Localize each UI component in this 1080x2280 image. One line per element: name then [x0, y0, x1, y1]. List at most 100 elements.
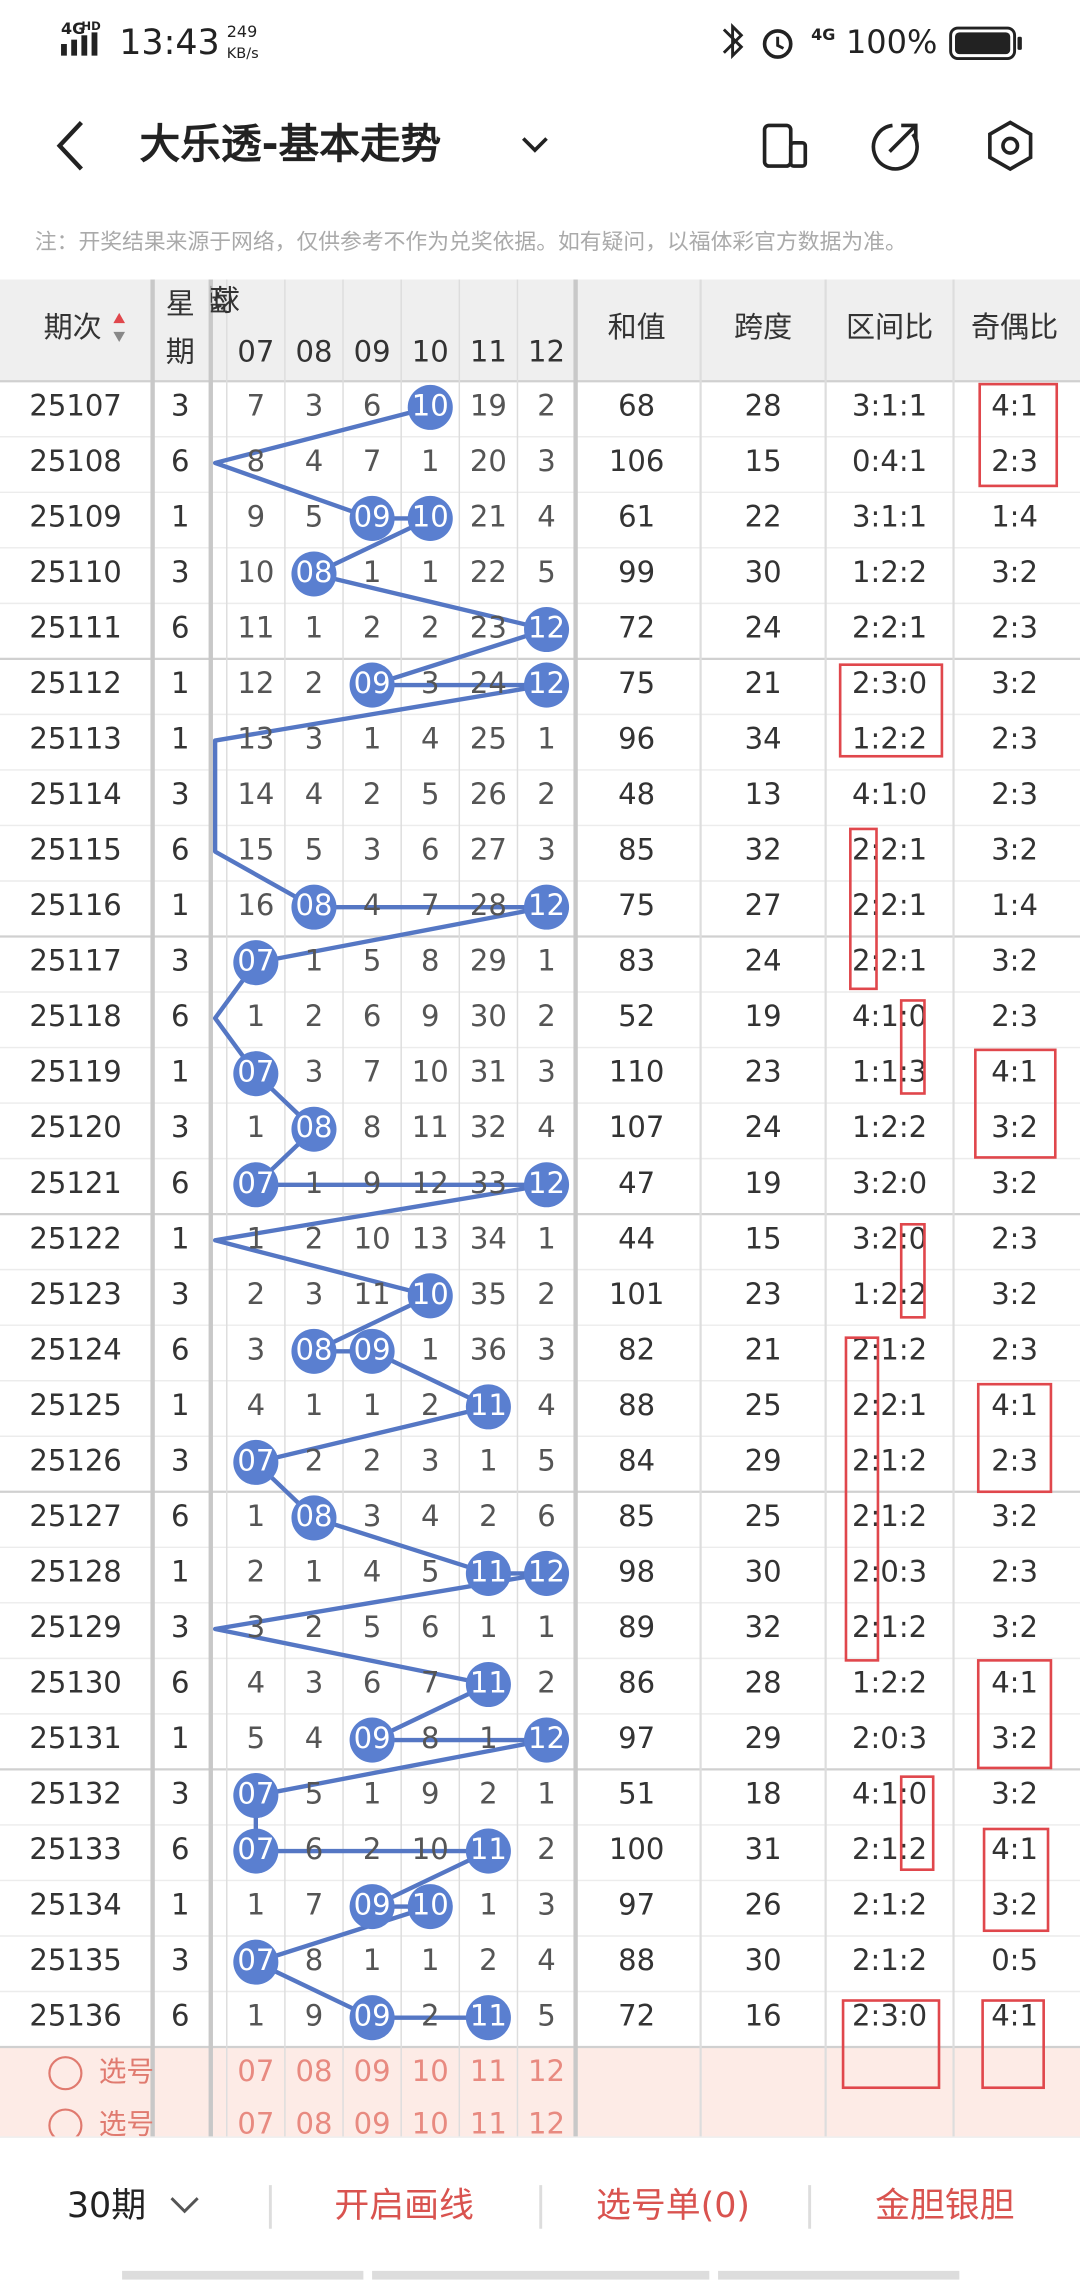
select-ball[interactable]: 09 [354, 2054, 391, 2088]
annotation-box [982, 1827, 1050, 1933]
share-icon[interactable] [871, 123, 919, 171]
odd-even-ratio: 4:1 [991, 388, 1038, 422]
pick-list-button[interactable]: 选号单(0) [596, 2186, 750, 2226]
miss-count: 5 [421, 1554, 440, 1588]
miss-count: 2 [479, 1499, 498, 1533]
dan-button[interactable]: 金胆银胆 [875, 2186, 1015, 2226]
miss-count: 26 [470, 777, 507, 811]
network: 4G [61, 19, 85, 38]
select-ball[interactable]: 07 [237, 2107, 274, 2141]
weekday: 3 [171, 555, 190, 589]
miss-count: 2 [247, 1277, 265, 1311]
miss-count: 10 [354, 1221, 391, 1255]
period: 25130 [29, 1666, 121, 1700]
miss-count: 5 [537, 1443, 556, 1477]
select-ball[interactable]: 09 [354, 2107, 391, 2141]
weekday: 1 [171, 499, 190, 533]
miss-count: 34 [470, 1221, 507, 1255]
span: 25 [745, 1388, 782, 1422]
odd-even-ratio: 2:3 [991, 777, 1038, 811]
miss-count: 2 [479, 1943, 498, 1977]
header-odd-even: 奇偶比 [971, 310, 1058, 344]
select-ball[interactable]: 10 [412, 2054, 449, 2088]
select-ball[interactable]: 12 [528, 2054, 565, 2088]
header-period[interactable]: 期次 [44, 310, 102, 344]
annotation-box [976, 1659, 1053, 1770]
select-radio[interactable] [48, 2056, 83, 2091]
weekday: 1 [171, 1055, 190, 1089]
select-ball[interactable]: 10 [412, 2107, 449, 2141]
odd-even-ratio: 3:2 [991, 1499, 1038, 1533]
hit-number: 12 [528, 888, 565, 922]
sum: 88 [618, 1943, 655, 1977]
page-title[interactable]: 大乐透-基本走势 [140, 120, 442, 168]
disclaimer: 注：开奖结果来源于网络，仅供参考不作为兑奖依据。如有疑问，以福体彩官方数据为准。 [35, 230, 907, 255]
odd-even-ratio: 4:1 [991, 1832, 1038, 1866]
settings-icon[interactable] [988, 120, 1033, 172]
device-icon[interactable] [762, 123, 808, 168]
select-ball[interactable]: 08 [295, 2107, 332, 2141]
span: 30 [745, 1943, 782, 1977]
select-label[interactable]: 选号 [99, 2108, 154, 2141]
select-ball[interactable]: 11 [470, 2107, 507, 2141]
zone-ratio: 1:2:2 [852, 1277, 927, 1311]
odd-even-ratio: 3:2 [991, 1166, 1038, 1200]
hit-ball [465, 1550, 511, 1596]
hit-number: 09 [354, 1999, 391, 2033]
draw-lines-button[interactable]: 开启画线 [334, 2186, 473, 2226]
period: 25123 [29, 1277, 121, 1311]
zone-ratio: 4:1:0 [852, 1777, 927, 1811]
miss-count: 13 [412, 1221, 449, 1255]
periods-selector[interactable]: 30期 [67, 2186, 146, 2226]
period: 25136 [29, 1999, 121, 2033]
miss-count: 4 [537, 1943, 556, 1977]
miss-count: 3 [421, 666, 440, 700]
sum: 61 [618, 499, 655, 533]
hit-ball [349, 662, 395, 708]
odd-even-ratio: 3:2 [991, 555, 1038, 589]
select-ball[interactable]: 12 [528, 2107, 565, 2141]
trend-line [212, 405, 549, 2020]
miss-count: 23 [470, 611, 507, 645]
span: 13 [745, 777, 782, 811]
hit-number: 07 [237, 1166, 274, 1200]
sum: 85 [618, 1499, 655, 1533]
clock: 13:43 [119, 23, 220, 63]
period: 25111 [29, 611, 121, 645]
miss-count: 10 [412, 1055, 449, 1089]
period: 25117 [29, 944, 121, 978]
span: 18 [745, 1777, 782, 1811]
miss-count: 2 [305, 1443, 324, 1477]
miss-count: 1 [305, 1388, 324, 1422]
weekday: 1 [171, 1388, 190, 1422]
hit-number: 12 [528, 666, 565, 700]
hit-ball [524, 1550, 570, 1596]
odd-even-ratio: 2:3 [991, 1332, 1038, 1366]
back-button[interactable] [56, 121, 83, 171]
span: 32 [745, 1610, 782, 1644]
miss-count: 3 [537, 1888, 556, 1922]
miss-count: 2 [363, 611, 382, 645]
select-ball[interactable]: 08 [295, 2054, 332, 2088]
zone-ratio: 4:1:0 [852, 999, 927, 1033]
weekday: 3 [171, 777, 190, 811]
sort-down [113, 331, 126, 342]
period: 25121 [29, 1166, 121, 1200]
period: 25120 [29, 1110, 121, 1144]
select-ball[interactable]: 11 [470, 2054, 507, 2088]
zone-ratio: 2:2:1 [852, 611, 927, 645]
select-label[interactable]: 选号 [99, 2055, 154, 2088]
weekday: 1 [171, 1721, 190, 1755]
miss-count: 1 [363, 1777, 382, 1811]
annotation-box [981, 1999, 1045, 2090]
period: 25112 [29, 666, 121, 700]
miss-count: 1 [305, 1166, 324, 1200]
select-ball[interactable]: 07 [237, 2054, 274, 2088]
title-dropdown[interactable] [521, 137, 548, 153]
miss-count: 1 [537, 1777, 556, 1811]
miss-count: 6 [363, 388, 382, 422]
hit-ball [349, 495, 395, 541]
weekday: 1 [171, 666, 190, 700]
miss-count: 16 [237, 888, 274, 922]
span: 19 [745, 999, 782, 1033]
